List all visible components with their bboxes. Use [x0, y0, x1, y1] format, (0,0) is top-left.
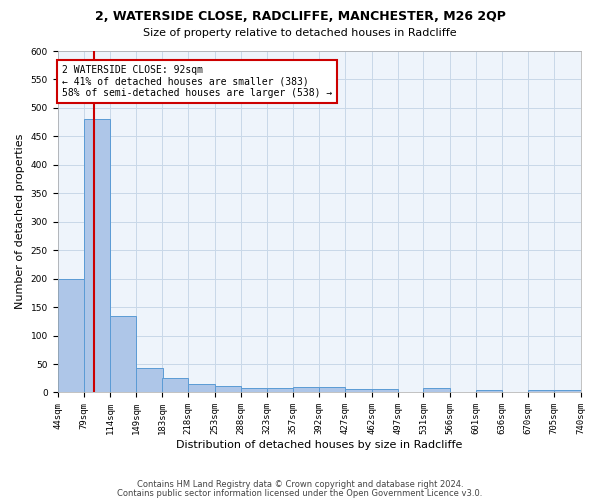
Y-axis label: Number of detached properties: Number of detached properties [15, 134, 25, 310]
X-axis label: Distribution of detached houses by size in Radcliffe: Distribution of detached houses by size … [176, 440, 462, 450]
Text: Contains public sector information licensed under the Open Government Licence v3: Contains public sector information licen… [118, 488, 482, 498]
Bar [424, 388, 450, 392]
Bar [84, 120, 110, 392]
Bar [476, 390, 502, 392]
Text: 2 WATERSIDE CLOSE: 92sqm
← 41% of detached houses are smaller (383)
58% of semi-: 2 WATERSIDE CLOSE: 92sqm ← 41% of detach… [62, 65, 332, 98]
Text: Size of property relative to detached houses in Radcliffe: Size of property relative to detached ho… [143, 28, 457, 38]
Bar [136, 368, 163, 392]
Bar [346, 389, 371, 392]
Bar [58, 278, 84, 392]
Bar [241, 388, 267, 392]
Bar [371, 389, 398, 392]
Bar [267, 388, 293, 392]
Bar [293, 387, 319, 392]
Bar [162, 378, 188, 392]
Text: 2, WATERSIDE CLOSE, RADCLIFFE, MANCHESTER, M26 2QP: 2, WATERSIDE CLOSE, RADCLIFFE, MANCHESTE… [95, 10, 505, 23]
Bar [215, 386, 241, 392]
Bar [554, 390, 581, 392]
Bar [319, 387, 346, 392]
Text: Contains HM Land Registry data © Crown copyright and database right 2024.: Contains HM Land Registry data © Crown c… [137, 480, 463, 489]
Bar [110, 316, 136, 392]
Bar [528, 390, 554, 392]
Bar [188, 384, 215, 392]
